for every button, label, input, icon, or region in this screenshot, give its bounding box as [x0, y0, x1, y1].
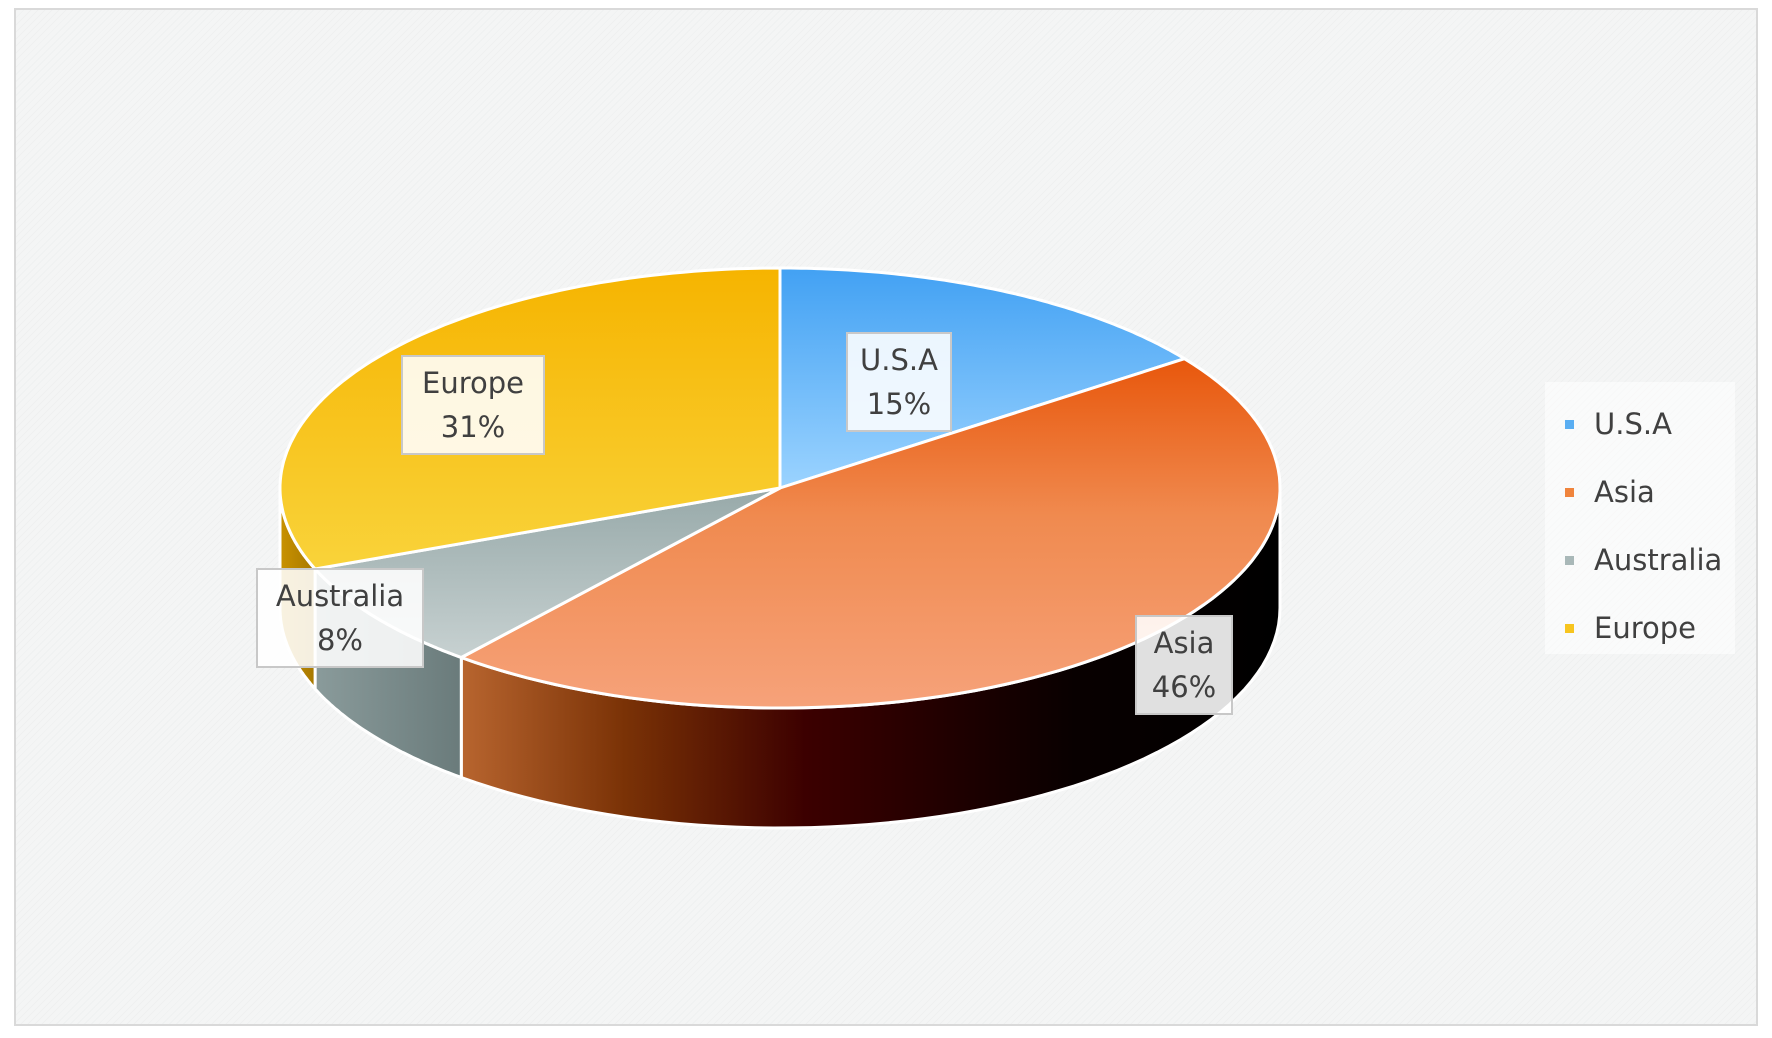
data-label-usa: U.S.A 15% [846, 332, 952, 432]
legend-label: Asia [1594, 475, 1655, 509]
legend-label: Europe [1594, 611, 1696, 645]
data-label-value: 31% [440, 410, 506, 444]
data-label-value: 8% [316, 623, 363, 657]
data-label-asia: Asia 46% [1135, 615, 1233, 715]
data-label-value: 46% [1151, 670, 1217, 704]
legend-swatch [1565, 623, 1574, 633]
pie-slice-asia [459, 357, 1282, 710]
legend-swatch [1565, 419, 1574, 429]
data-label-category: U.S.A [860, 343, 938, 377]
legend: U.S.A Asia Australia Europe [1545, 382, 1735, 654]
pie-slice-usa [778, 266, 1186, 490]
legend-item-asia: Asia [1545, 458, 1735, 526]
data-label-category: Europe [422, 366, 524, 400]
data-label-europe: Europe 31% [401, 355, 545, 455]
legend-item-europe: Europe [1545, 594, 1735, 662]
data-label-category: Asia [1153, 626, 1215, 660]
legend-label: U.S.A [1594, 407, 1672, 441]
data-label-category: Australia [275, 579, 405, 613]
legend-swatch [1565, 555, 1574, 565]
data-label-australia: Australia 8% [256, 568, 424, 668]
pie-tops [278, 266, 1282, 710]
pie-chart [278, 266, 1282, 830]
legend-item-usa: U.S.A [1545, 390, 1735, 458]
data-label-value: 15% [866, 387, 932, 421]
legend-swatch [1565, 487, 1574, 497]
legend-item-australia: Australia [1545, 526, 1735, 594]
legend-label: Australia [1594, 543, 1723, 577]
chart-area: U.S.A 15% Asia 46% Australia 8% Europe 31% [14, 8, 1758, 1026]
